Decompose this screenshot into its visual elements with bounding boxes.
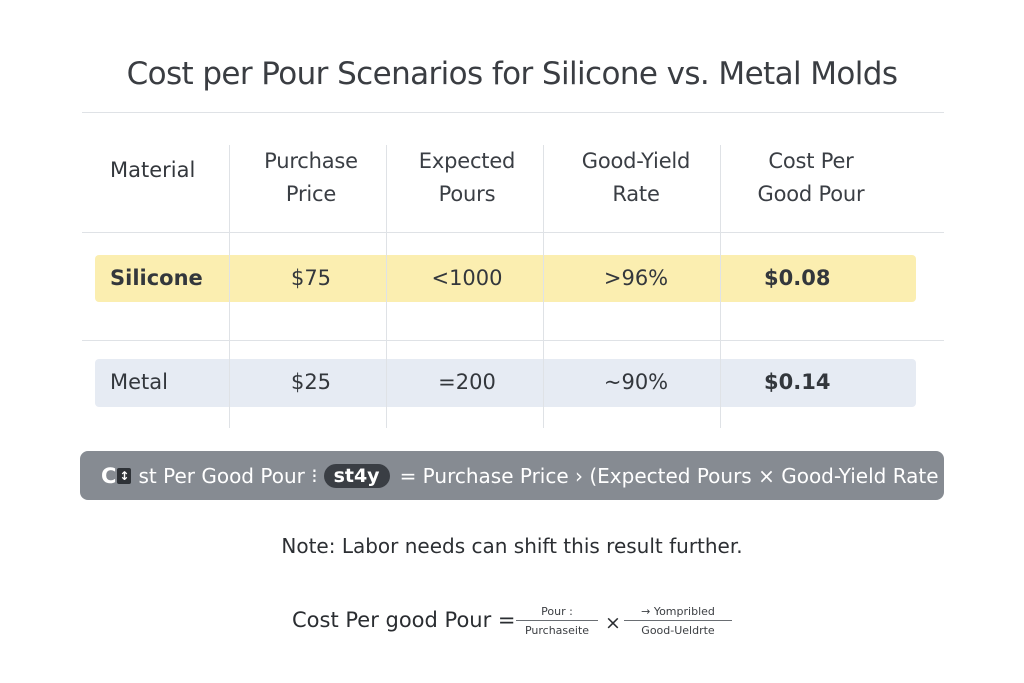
cell-yield: >96%: [603, 266, 669, 290]
row-band-metal: [95, 359, 916, 407]
sort-arrows-icon: ↕: [117, 467, 132, 484]
formula-expression: = Purchase Price › (Expected Pours × Goo…: [399, 463, 939, 488]
cell-material: Silicone: [110, 266, 203, 290]
column-divider: [543, 145, 544, 428]
header-line: Expected: [418, 149, 516, 173]
fraction-1: Pour : Purchaseite: [516, 605, 598, 637]
cell-price: $25: [290, 370, 332, 394]
formula-prefix: st Per Good Pour ⁝: [138, 463, 318, 488]
fraction-1-denominator: Purchaseite: [524, 624, 590, 637]
header-purchase-price: Purchase Price: [246, 145, 376, 211]
header-line: Cost Per: [768, 149, 854, 173]
title-divider: [82, 112, 944, 113]
header-line: Good-Yield: [581, 149, 691, 173]
cell-cost: $0.08: [764, 266, 831, 290]
multiply-sign: ×: [605, 612, 621, 634]
header-line: Rate: [612, 182, 660, 206]
page-title: Cost per Pour Scenarios for Silicone vs.…: [126, 56, 898, 92]
fraction-2-numerator: → Yompribled: [624, 605, 732, 621]
cell-yield: ~90%: [603, 370, 669, 394]
row-band-silicone: [95, 255, 916, 302]
header-good-yield-rate: Good-Yield Rate: [560, 145, 712, 211]
header-divider: [82, 232, 944, 233]
cell-pours: <1000: [431, 266, 503, 290]
cell-cost: $0.14: [764, 370, 831, 394]
header-line: Price: [285, 182, 337, 206]
formula-icon-letter: C: [101, 463, 117, 488]
header-cost-per-good-pour: Cost Per Good Pour: [740, 145, 882, 211]
column-divider: [720, 145, 721, 428]
cell-pours: =200: [438, 370, 496, 394]
fraction-2: → Yompribled Good-Ueldrte: [624, 605, 732, 637]
formula-lhs: Cost Per good Pour =: [292, 608, 516, 632]
header-line: Good Pour: [757, 182, 865, 206]
formula-pill: st4y: [323, 463, 390, 488]
cell-material: Metal: [110, 370, 168, 394]
header-line: Purchase: [264, 149, 358, 173]
formula-bar: C ↕ st Per Good Pour ⁝ st4y = Purchase P…: [80, 451, 944, 500]
cell-price: $75: [290, 266, 332, 290]
column-divider: [229, 145, 230, 428]
column-divider: [386, 145, 387, 428]
formula-icon: C ↕: [101, 463, 132, 488]
header-line: Pours: [438, 182, 496, 206]
header-material-label: Material: [110, 158, 196, 182]
header-material: Material: [110, 154, 195, 187]
header-expected-pours: Expected Pours: [402, 145, 532, 211]
row-divider: [82, 340, 944, 341]
labor-note: Note: Labor needs can shift this result …: [281, 534, 743, 558]
fraction-1-numerator: Pour :: [516, 605, 598, 621]
fraction-2-denominator: Good-Ueldrte: [641, 624, 715, 637]
